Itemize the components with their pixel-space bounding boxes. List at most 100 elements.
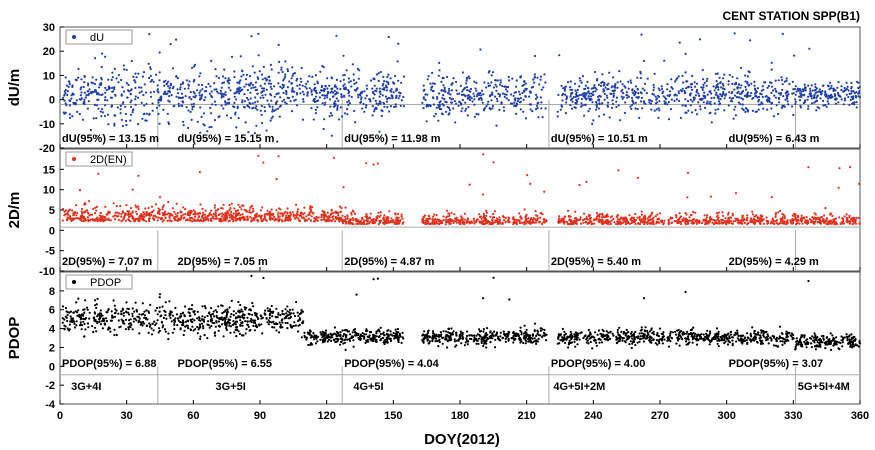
data-point: [149, 91, 152, 94]
data-point: [585, 97, 588, 100]
data-point: [382, 75, 385, 78]
data-point: [155, 106, 158, 109]
data-point: [621, 97, 624, 100]
data-point: [441, 97, 444, 100]
data-point: [233, 101, 236, 104]
data-point: [852, 220, 855, 223]
data-point: [104, 91, 107, 94]
data-point: [314, 95, 318, 98]
data-point: [757, 108, 760, 111]
data-point: [313, 98, 316, 101]
data-point: [705, 80, 708, 83]
data-point: [503, 109, 506, 112]
data-point: [200, 115, 203, 118]
data-point: [487, 220, 490, 223]
data-point: [759, 103, 762, 106]
data-point: [201, 88, 204, 91]
data-point: [501, 222, 504, 226]
data-point: [284, 218, 287, 222]
data-point: [256, 76, 259, 79]
data-point: [634, 85, 638, 88]
data-point: [804, 86, 807, 89]
data-point: [493, 210, 497, 213]
data-point: [636, 216, 639, 219]
data-point: [269, 82, 273, 85]
data-point: [339, 106, 342, 109]
data-point: [815, 87, 819, 90]
data-point: [633, 92, 636, 95]
data-point: [564, 85, 568, 88]
data-point: [505, 88, 508, 91]
data-point: [777, 112, 780, 116]
data-point: [400, 213, 403, 216]
data-point: [600, 216, 604, 219]
data-point: [369, 100, 372, 103]
data-point: [690, 213, 693, 217]
data-point: [119, 108, 122, 111]
data-point: [211, 103, 214, 106]
data-point: [237, 300, 240, 304]
data-point: [80, 78, 83, 81]
data-point: [452, 107, 455, 110]
data-point: [816, 106, 819, 109]
data-point: [387, 35, 390, 39]
data-point: [138, 86, 141, 89]
data-point: [379, 214, 382, 217]
data-point: [230, 202, 233, 205]
data-point: [251, 102, 254, 105]
data-point: [697, 101, 700, 104]
data-point: [589, 220, 592, 223]
data-point: [337, 118, 341, 121]
data-point: [450, 212, 453, 215]
data-point: [227, 82, 231, 85]
data-point: [310, 215, 313, 218]
data-point: [199, 337, 202, 340]
data-point: [508, 298, 511, 301]
data-point: [252, 217, 255, 220]
data-point: [611, 332, 614, 335]
data-point: [577, 97, 580, 100]
data-point: [762, 107, 765, 110]
data-point: [780, 76, 783, 79]
data-point: [71, 85, 74, 89]
data-point: [573, 217, 576, 220]
data-point: [228, 79, 231, 82]
data-point: [143, 112, 146, 115]
data-point: [93, 82, 97, 86]
data-point: [777, 211, 780, 214]
data-point: [455, 80, 458, 84]
data-point: [489, 341, 492, 344]
data-point: [448, 112, 451, 115]
data-point: [612, 217, 615, 221]
data-point: [343, 112, 347, 115]
data-point: [581, 104, 584, 107]
data-point: [318, 96, 321, 99]
data-point: [563, 220, 566, 223]
data-point: [238, 216, 241, 219]
data-point: [825, 105, 828, 108]
data-point: [217, 92, 220, 95]
data-point: [499, 331, 502, 334]
data-point: [169, 316, 172, 320]
data-point: [747, 70, 750, 73]
data-point: [189, 211, 192, 214]
data-point: [92, 219, 95, 222]
data-point: [798, 222, 801, 225]
data-point: [65, 212, 68, 216]
data-point: [152, 209, 155, 212]
data-point: [296, 84, 299, 87]
data-point: [730, 97, 733, 100]
data-point: [332, 218, 335, 221]
data-point: [304, 85, 307, 88]
data-point: [657, 221, 661, 224]
data-point: [256, 92, 259, 95]
data-point: [385, 80, 388, 83]
data-point: [716, 215, 719, 218]
data-point: [394, 75, 397, 78]
data-point: [432, 103, 435, 106]
data-point: [746, 214, 749, 217]
data-point: [478, 213, 481, 216]
data-point: [714, 93, 717, 96]
data-point: [738, 96, 741, 99]
